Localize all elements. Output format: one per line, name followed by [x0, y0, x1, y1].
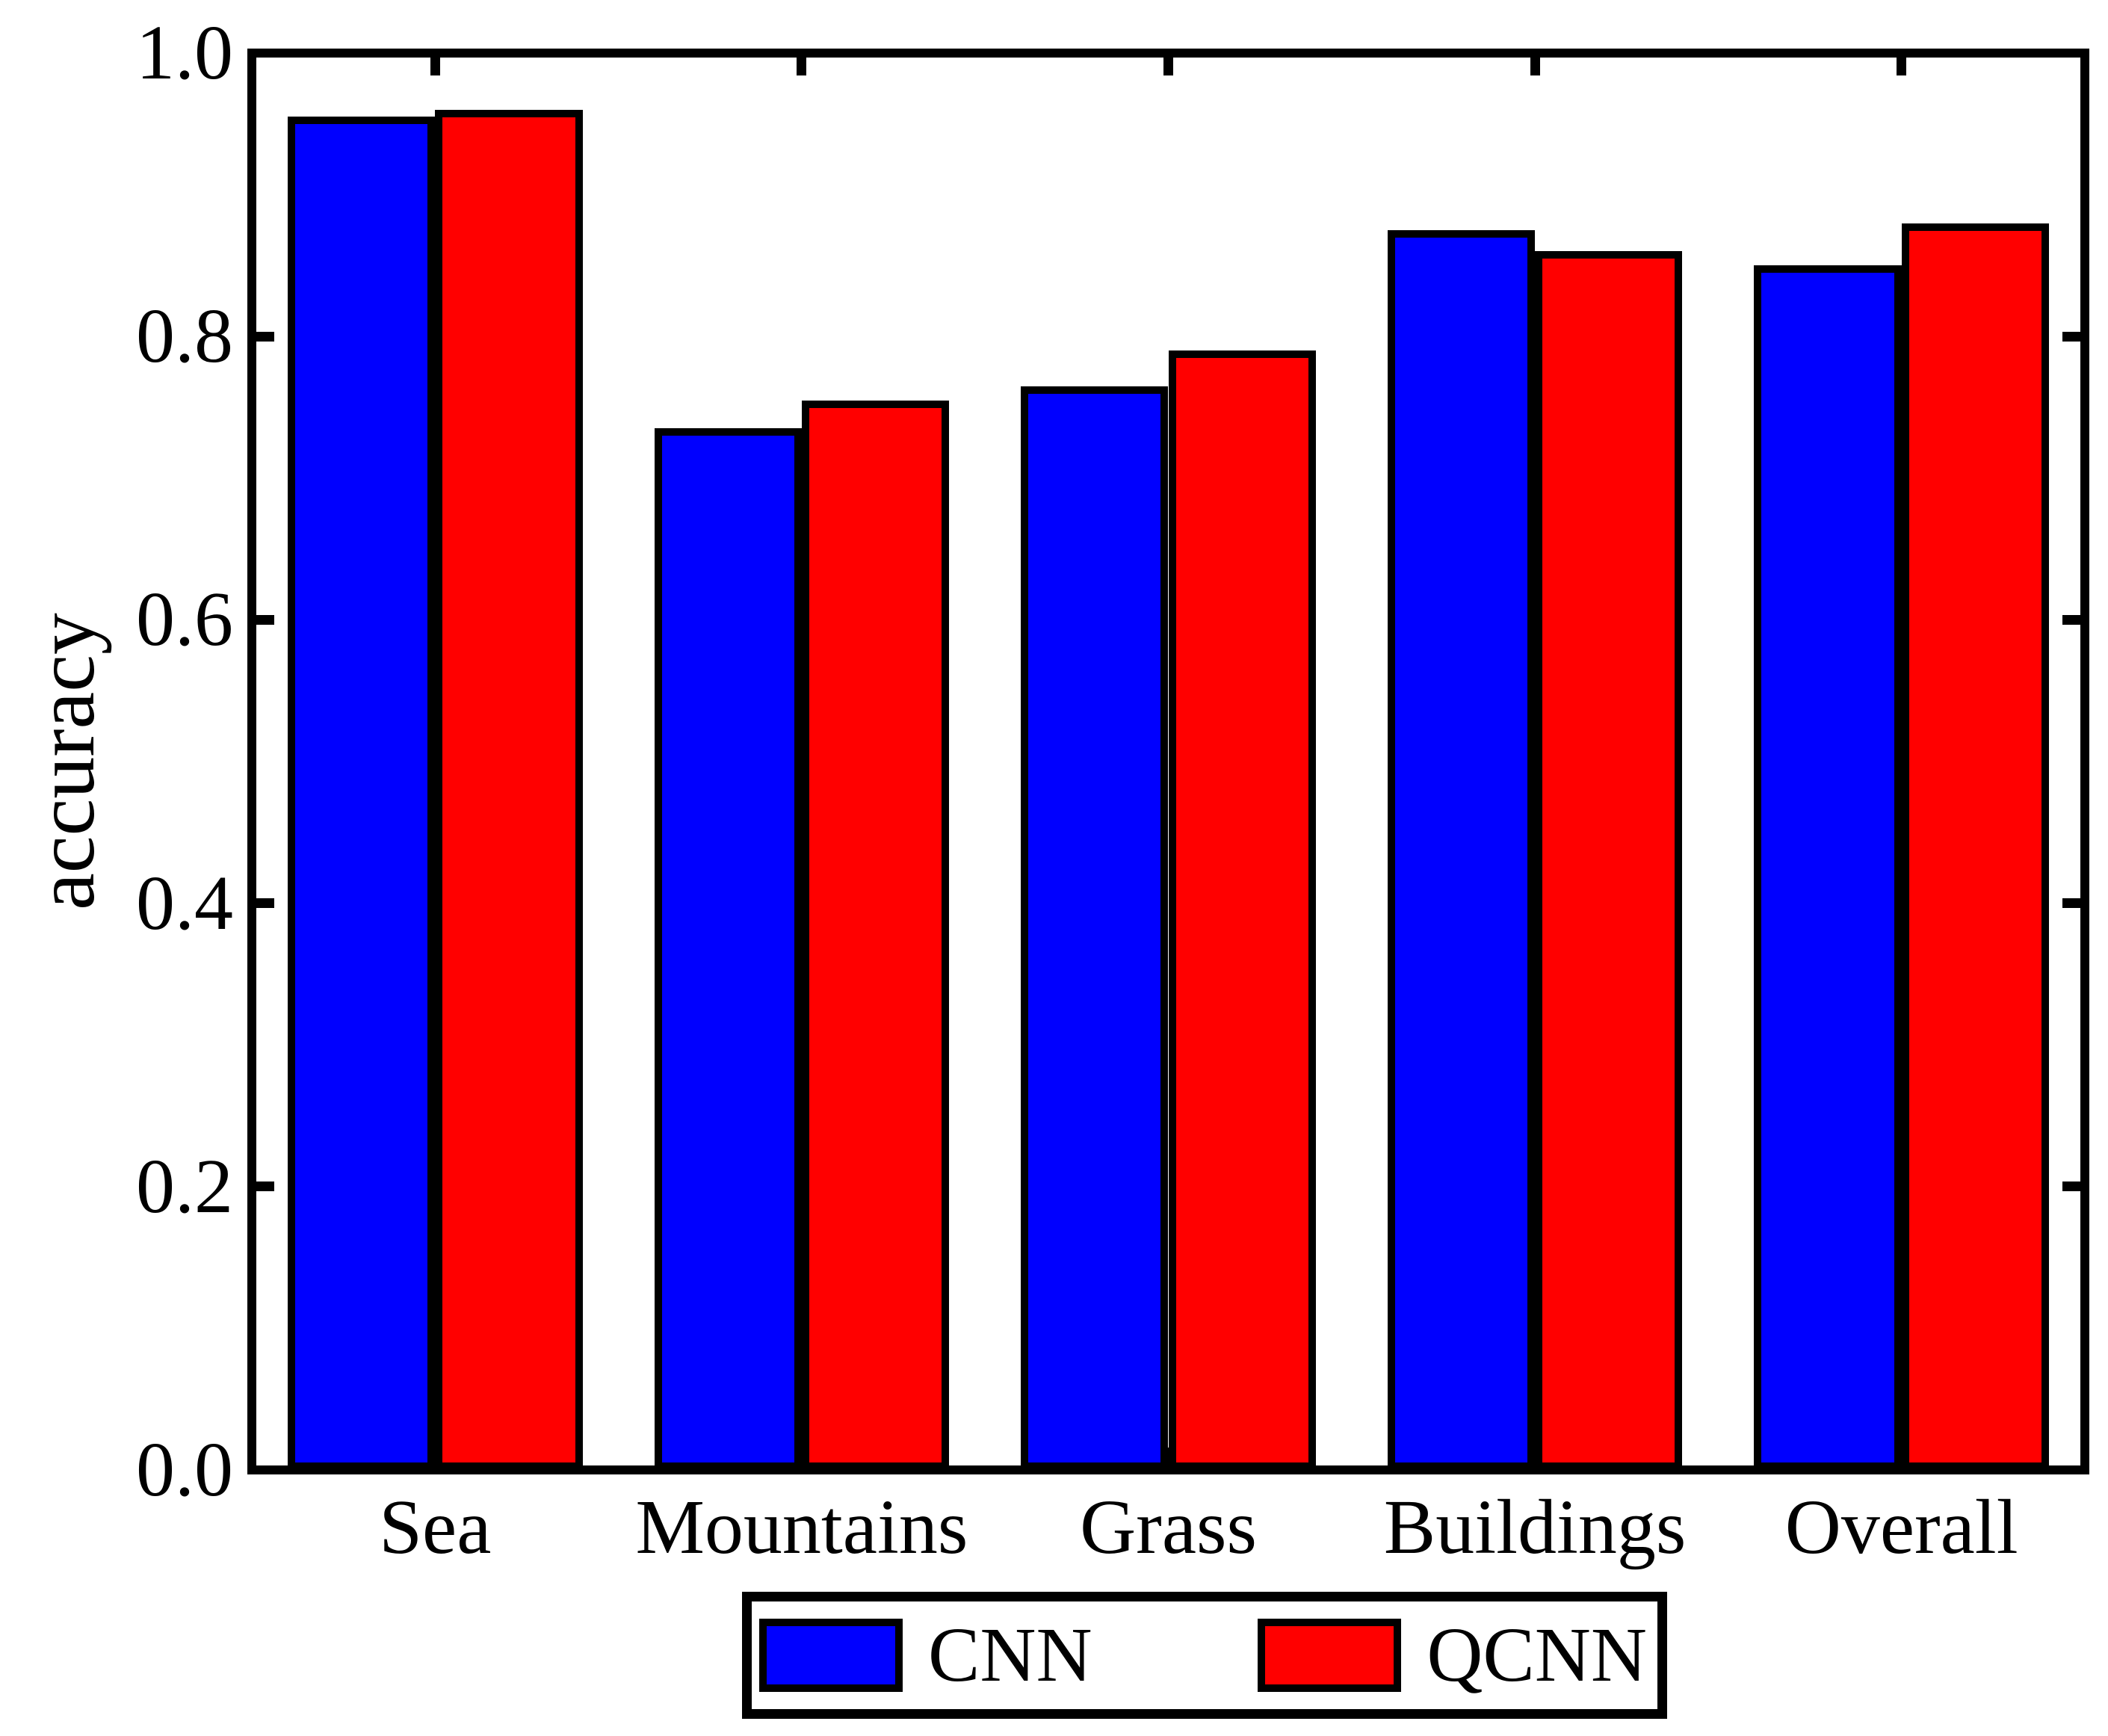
legend-swatch-cnn [759, 1619, 903, 1692]
y-tick-left [252, 614, 274, 625]
y-tick-left [252, 898, 274, 909]
plot-area [252, 53, 2085, 1470]
legend-item-cnn: CNN [759, 1616, 1092, 1694]
bar-cnn-overall [1754, 265, 1902, 1470]
x-tick-top [1897, 53, 1907, 75]
y-tick-right [2062, 614, 2085, 625]
legend-item-qcnn: QCNN [1258, 1616, 1647, 1694]
x-tick-label-buildings: Buildings [1383, 1484, 1687, 1570]
x-tick-bottom [1530, 1448, 1540, 1470]
x-tick-top [430, 53, 440, 75]
legend-label-cnn: CNN [928, 1612, 1092, 1698]
x-tick-label-grass: Grass [1080, 1484, 1257, 1570]
y-tick-left [252, 1181, 274, 1192]
y-tick-left [252, 331, 274, 342]
x-tick-label-sea: Sea [379, 1484, 492, 1570]
x-tick-top [1163, 53, 1173, 75]
y-tick-label: 0.2 [136, 1143, 233, 1229]
y-tick-label: 0.0 [136, 1427, 233, 1513]
bar-cnn-mountains [654, 428, 802, 1470]
y-tick-right [2062, 1181, 2085, 1192]
bar-qcnn-grass [1168, 350, 1316, 1470]
y-tick-right [2062, 898, 2085, 909]
y-tick-label: 0.6 [136, 576, 233, 663]
bar-qcnn-buildings [1535, 251, 1683, 1470]
legend: CNN QCNN [742, 1592, 1667, 1719]
bar-cnn-grass [1021, 386, 1169, 1470]
x-tick-label-mountains: Mountains [635, 1484, 968, 1570]
bar-cnn-sea [288, 117, 436, 1470]
x-tick-label-overall: Overall [1784, 1484, 2018, 1570]
x-tick-bottom [1163, 1448, 1173, 1470]
bar-qcnn-mountains [801, 400, 950, 1470]
x-tick-bottom [1897, 1448, 1907, 1470]
x-tick-bottom [430, 1448, 440, 1470]
legend-label-qcnn: QCNN [1427, 1612, 1647, 1698]
x-tick-bottom [797, 1448, 807, 1470]
legend-swatch-qcnn [1258, 1619, 1402, 1692]
x-tick-top [1530, 53, 1540, 75]
y-tick-label: 0.8 [136, 293, 233, 380]
bar-cnn-buildings [1387, 230, 1536, 1470]
bar-qcnn-sea [435, 109, 583, 1470]
y-tick-right [2062, 331, 2085, 342]
y-tick-label: 0.4 [136, 859, 233, 946]
x-tick-top [797, 53, 807, 75]
bar-qcnn-overall [1901, 223, 2049, 1470]
y-tick-label: 1.0 [136, 10, 233, 96]
